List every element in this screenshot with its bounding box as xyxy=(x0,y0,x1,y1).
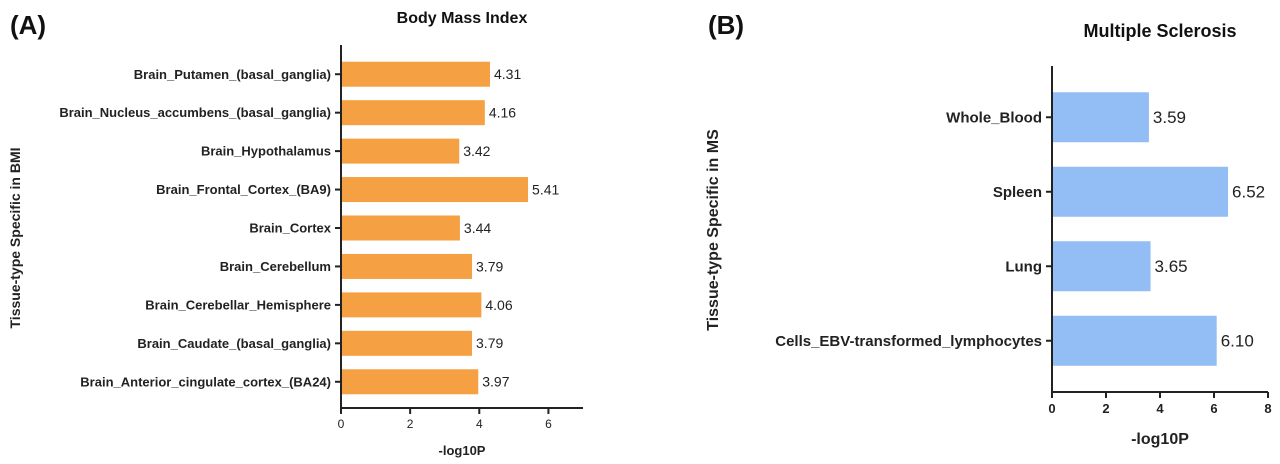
chart-a-category-label: Brain_Hypothalamus xyxy=(201,144,331,159)
chart-b-title: Multiple Sclerosis xyxy=(1083,21,1236,41)
panel-b-label: (B) xyxy=(708,10,744,40)
chart-b-plot: 0 2 4 6 8 Whole_Blood 3.59 Spleen 6.52 Lung 3.65 Ce… xyxy=(775,66,1272,416)
chart-b-value-label: 3.59 xyxy=(1153,108,1186,127)
chart-b-x-tick-label: 4 xyxy=(1156,401,1164,416)
chart-a-bar xyxy=(342,253,473,279)
chart-a-category-label: Brain_Anterior_cingulate_cortex_(BA24) xyxy=(80,374,331,389)
chart-b-x-tick-label: 2 xyxy=(1102,401,1109,416)
chart-a-title: Body Mass Index xyxy=(397,10,528,27)
chart-a-x-tick-label: 6 xyxy=(545,417,552,431)
chart-a-value-label: 5.41 xyxy=(532,181,559,197)
chart-b-x-axis-label: -log10P xyxy=(1131,431,1189,448)
chart-a-value-label: 3.79 xyxy=(476,335,503,351)
chart-a-x-tick-label: 4 xyxy=(476,417,483,431)
chart-b-category-label: Whole_Blood xyxy=(946,110,1042,127)
chart-a-category-label: Brain_Cerebellar_Hemisphere xyxy=(145,297,331,312)
chart-a-plot: 0 2 4 6 Brain_Putamen_(basal_ganglia) 4.31 Bra… xyxy=(59,45,583,431)
chart-b-value-label: 6.10 xyxy=(1221,332,1254,351)
chart-a-bar xyxy=(342,215,460,241)
chart-a-bar xyxy=(342,100,485,126)
chart-b-bar xyxy=(1053,92,1149,143)
chart-a-category-label: Brain_Cerebellum xyxy=(220,259,331,274)
chart-a-category-label: Brain_Putamen_(basal_ganglia) xyxy=(134,67,331,82)
chart-a-value-label: 3.44 xyxy=(464,220,491,236)
chart-b-category-label: Lung xyxy=(1005,259,1042,276)
chart-a-x-axis-label: -log10P xyxy=(439,443,486,458)
chart-a-value-label: 4.16 xyxy=(489,105,516,121)
chart-b-category-label: Cells_EBV-transformed_lymphocytes xyxy=(775,333,1042,350)
chart-a-x-tick-label: 0 xyxy=(338,417,345,431)
chart-a-bar xyxy=(342,369,479,395)
chart-b-value-label: 6.52 xyxy=(1232,183,1265,202)
chart-a-x-tick-label: 2 xyxy=(407,417,414,431)
chart-b-bar xyxy=(1053,166,1229,217)
chart-b-x-tick-label: 0 xyxy=(1048,401,1055,416)
chart-a-category-label: Brain_Frontal_Cortex_(BA9) xyxy=(156,182,331,197)
chart-a-value-label: 3.97 xyxy=(482,374,509,390)
chart-a-category-label: Brain_Nucleus_accumbens_(basal_ganglia) xyxy=(59,105,331,120)
chart-b-x-tick-label: 8 xyxy=(1264,401,1271,416)
chart-a-bar xyxy=(342,138,460,164)
chart-b-y-axis-label: Tissue-type Specific in MS xyxy=(705,129,722,331)
chart-a-bar xyxy=(342,61,491,87)
panel-a-label: (A) xyxy=(10,10,46,40)
chart-b-category-label: Spleen xyxy=(993,184,1042,201)
chart-a-bar xyxy=(342,177,529,203)
chart-a-bar xyxy=(342,292,482,318)
chart-a-category-label: Brain_Caudate_(basal_ganglia) xyxy=(137,336,331,351)
chart-a-category-label: Brain_Cortex xyxy=(249,221,331,236)
chart-b-x-tick-label: 6 xyxy=(1210,401,1217,416)
chart-b-bar xyxy=(1053,315,1217,366)
chart-b-bar xyxy=(1053,241,1151,292)
chart-a-y-axis-label: Tissue-type Specific in BMI xyxy=(7,147,23,328)
chart-a-value-label: 3.79 xyxy=(476,258,503,274)
chart-a-value-label: 3.42 xyxy=(463,143,490,159)
chart-a-value-label: 4.31 xyxy=(494,66,521,82)
chart-a-bar xyxy=(342,330,473,356)
chart-a-value-label: 4.06 xyxy=(485,297,512,313)
chart-b-value-label: 3.65 xyxy=(1155,257,1188,276)
